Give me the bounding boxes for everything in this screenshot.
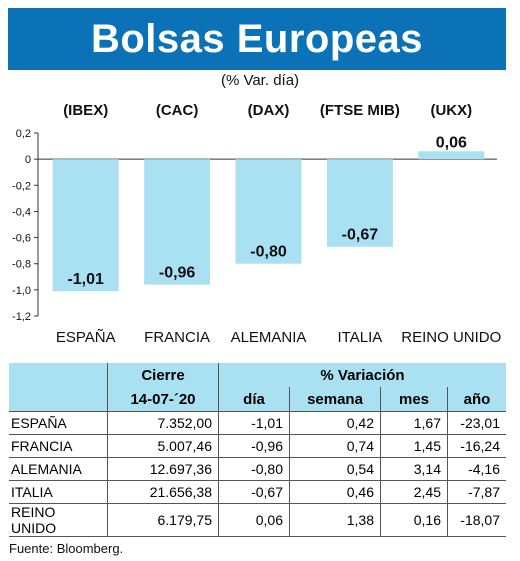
category-label: ALEMANIA	[231, 329, 307, 346]
value-label: 0,06	[436, 134, 467, 151]
row-semana: 0,54	[289, 457, 381, 481]
table-row: ITALIA 21.656,38 -0,67 0,46 2,45 -7,87	[9, 480, 506, 504]
subheader-semana: semana	[289, 387, 381, 412]
row-cierre: 7.352,00	[107, 411, 219, 435]
row-mes: 0,16	[380, 503, 448, 537]
row-dia: -0,80	[218, 457, 290, 481]
row-mes: 3,14	[380, 457, 448, 481]
index-label: (IBEX)	[63, 102, 108, 119]
y-tick-label: -1,0	[12, 285, 31, 297]
row-cierre: 12.697,36	[107, 457, 219, 481]
row-name: ALEMANIA	[9, 457, 108, 481]
y-tick-label: -0,4	[12, 206, 31, 218]
index-label: (FTSE MIB)	[320, 102, 400, 119]
chart-subtitle: (% Var. día)	[220, 72, 300, 89]
table-corner-cell	[9, 363, 108, 387]
row-semana: 0,74	[289, 434, 381, 458]
value-label: -0,80	[250, 244, 287, 261]
row-cierre: 6.179,75	[107, 503, 219, 537]
value-label: -1,01	[67, 271, 104, 288]
subheader-anio: año	[447, 387, 506, 412]
title-banner: Bolsas Europeas	[8, 8, 506, 70]
row-name: ITALIA	[9, 480, 108, 504]
category-label: ITALIA	[338, 329, 383, 346]
row-anio: -23,01	[447, 411, 506, 435]
category-label: ESPAÑA	[56, 329, 116, 346]
row-name: FRANCIA	[9, 434, 108, 458]
value-label: -0,67	[342, 227, 379, 244]
subheader-dia: día	[218, 387, 290, 412]
table-row: ESPAÑA 7.352,00 -1,01 0,42 1,67 -23,01	[9, 411, 506, 435]
y-tick-label: -0,2	[12, 180, 31, 192]
row-anio: -18,07	[447, 503, 506, 537]
table-row: FRANCIA 5.007,46 -0,96 0,74 1,45 -16,24	[9, 434, 506, 458]
bar-chart: 0,2 0 -0,2 -0,4 -0,6 -0,8 -1,0 -1,2 (IBEX) -1,01 E…	[12, 102, 501, 346]
y-tick-label: 0,2	[16, 128, 31, 140]
row-cierre: 21.656,38	[107, 480, 219, 504]
row-semana: 0,46	[289, 480, 381, 504]
subheader-date: 14-07-´20	[107, 387, 219, 412]
row-semana: 1,38	[289, 503, 381, 537]
y-tick-label: -0,6	[12, 233, 31, 245]
table-corner-cell-2	[9, 387, 108, 412]
row-semana: 0,42	[289, 411, 381, 435]
chart-title: Bolsas Europeas	[90, 16, 424, 61]
row-dia: -0,67	[218, 480, 290, 504]
row-name: REINO UNIDO	[9, 503, 108, 537]
category-label: FRANCIA	[144, 329, 210, 346]
index-label: (CAC)	[156, 102, 199, 119]
row-dia: -0,96	[218, 434, 290, 458]
category-label: REINO UNIDO	[401, 329, 501, 346]
y-tick-label: -1,2	[12, 311, 31, 323]
table-row: REINO UNIDO 6.179,75 0,06 1,38 0,16 -18,07	[9, 503, 506, 537]
bar	[326, 159, 393, 247]
bar	[52, 159, 119, 292]
source-note: Fuente: Bloomberg.	[9, 541, 124, 556]
row-anio: -7,87	[447, 480, 506, 504]
index-label: (DAX)	[248, 102, 290, 119]
y-tick-label: -0,8	[12, 259, 31, 271]
row-dia: 0,06	[218, 503, 290, 537]
bar	[235, 159, 302, 264]
row-mes: 1,67	[380, 411, 448, 435]
bar	[418, 151, 485, 160]
row-mes: 1,45	[380, 434, 448, 458]
row-name: ESPAÑA	[9, 411, 108, 435]
row-anio: -16,24	[447, 434, 506, 458]
header-variacion: % Variación	[218, 363, 506, 387]
data-table: Cierre % Variación 14-07-´20 día semana …	[9, 363, 506, 537]
row-anio: -4,16	[447, 457, 506, 481]
index-label: (UKX)	[430, 102, 472, 119]
row-mes: 2,45	[380, 480, 448, 504]
value-label: -0,96	[159, 265, 196, 282]
row-dia: -1,01	[218, 411, 290, 435]
y-tick-label: 0	[25, 154, 31, 166]
row-cierre: 5.007,46	[107, 434, 219, 458]
subheader-mes: mes	[380, 387, 448, 412]
header-cierre: Cierre	[107, 363, 219, 387]
bar	[144, 159, 211, 285]
table-row: ALEMANIA 12.697,36 -0,80 0,54 3,14 -4,16	[9, 457, 506, 481]
